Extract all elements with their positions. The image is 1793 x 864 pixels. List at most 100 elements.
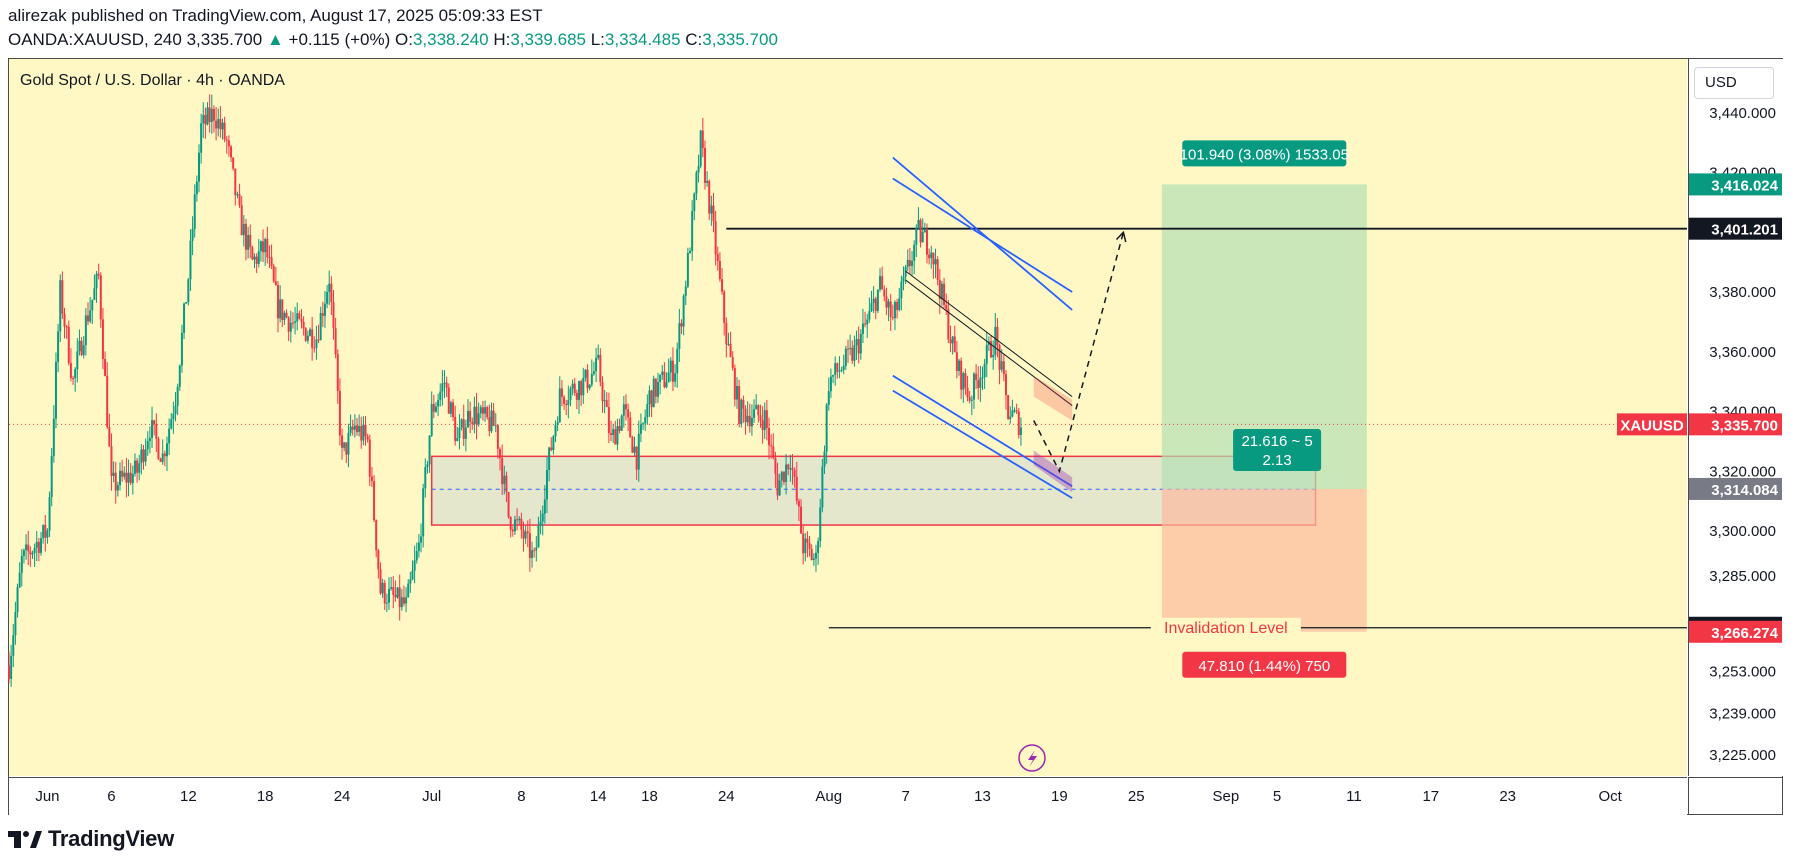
candle-body <box>311 329 314 348</box>
candle-body <box>383 582 386 604</box>
currency-button[interactable]: USD <box>1694 67 1774 99</box>
candle-body <box>917 220 920 228</box>
candle-body <box>1000 361 1003 370</box>
candle-body <box>1004 374 1007 396</box>
candle-body <box>682 295 685 327</box>
candle-body <box>287 317 290 332</box>
candle-body <box>422 488 425 537</box>
candle-body <box>545 469 548 500</box>
candle-body <box>686 252 689 287</box>
candle-body <box>518 518 521 521</box>
candle-body <box>460 419 463 428</box>
candle-body <box>674 373 677 382</box>
candle-body <box>614 429 617 445</box>
candle-body <box>533 550 536 552</box>
candle-body <box>738 386 741 425</box>
candle-body <box>67 326 70 364</box>
entry-price-tag: 3,314.084 <box>1711 482 1778 499</box>
price-tick-label: 3,440.000 <box>1709 105 1776 122</box>
candle-body <box>691 211 694 252</box>
candle-body <box>776 473 779 496</box>
candle-body <box>234 168 237 196</box>
candle-body <box>108 426 111 447</box>
candle-body <box>385 602 388 604</box>
candle-body <box>979 377 982 388</box>
candle-body <box>172 413 175 420</box>
projection-arrowhead <box>1115 230 1127 243</box>
time-tick-label: 17 <box>1422 788 1439 805</box>
candle-body <box>885 296 888 308</box>
time-tick-label: Jun <box>35 788 59 805</box>
candle-body <box>667 372 670 383</box>
candle-body <box>437 400 440 407</box>
candle-body <box>780 471 783 481</box>
candle-body <box>703 147 706 183</box>
candle-body <box>934 259 937 265</box>
candle-body <box>808 542 811 550</box>
last-price-tag-bg <box>1689 413 1782 436</box>
candle-body <box>300 318 303 323</box>
candle-body <box>949 339 952 344</box>
candle-body <box>215 120 218 129</box>
candle-body <box>793 470 796 477</box>
candle-body <box>204 114 207 125</box>
candle-body <box>755 405 758 410</box>
target-label-box <box>1182 140 1347 167</box>
candle-body <box>761 420 764 431</box>
candle-body <box>908 260 911 267</box>
candle-body <box>921 232 924 243</box>
candle-body <box>247 234 250 250</box>
candle-body <box>802 533 805 554</box>
candle-body <box>507 491 510 518</box>
candle-body <box>603 400 606 402</box>
candle-body <box>142 449 145 462</box>
candle-body <box>970 399 973 401</box>
candle-body <box>622 404 625 416</box>
candle-body <box>20 555 23 573</box>
stop-label: 47.810 (1.44%) 750 <box>1198 658 1330 675</box>
candle-body <box>712 205 715 222</box>
candle-body <box>326 291 329 304</box>
candle-body <box>684 286 687 296</box>
resistance-highlight <box>1033 375 1073 421</box>
candle-body <box>829 376 832 392</box>
candle-body <box>104 358 107 376</box>
candle-body <box>16 587 19 613</box>
candle-body <box>832 374 835 377</box>
candle-body <box>306 335 309 341</box>
candle-body <box>847 348 849 350</box>
candle-body <box>851 347 854 361</box>
candle-body <box>65 326 68 328</box>
lightning-icon <box>1018 744 1046 772</box>
candle-body <box>968 397 971 401</box>
candle-body <box>763 410 766 431</box>
candle-body <box>12 635 15 656</box>
candle-body <box>469 410 472 422</box>
chart-plot-area[interactable] <box>9 59 1687 776</box>
candle-body <box>411 570 414 580</box>
candle-body <box>624 404 627 410</box>
candle-body <box>925 230 928 255</box>
high-value: 3,339.685 <box>510 30 586 49</box>
candle-body <box>97 273 100 276</box>
candle-body <box>509 517 512 530</box>
candle-body <box>37 541 40 553</box>
candle-body <box>902 276 905 282</box>
candle-body <box>112 472 115 476</box>
candle-body <box>565 403 568 406</box>
candle-body <box>528 533 531 558</box>
candle-body <box>283 312 286 321</box>
candle-body <box>155 424 158 439</box>
tradingview-logo[interactable]: TradingView <box>8 826 174 852</box>
candle-body <box>69 363 72 379</box>
time-axis[interactable] <box>9 777 1687 815</box>
candle-body <box>170 419 173 429</box>
candle-body <box>54 361 57 419</box>
candle-body <box>744 408 747 423</box>
candle-body <box>714 221 717 255</box>
candle-body <box>366 436 369 440</box>
candle-body <box>994 326 997 356</box>
time-tick-label: 24 <box>718 788 735 805</box>
candle-body <box>185 301 188 304</box>
candle-body <box>178 365 181 387</box>
